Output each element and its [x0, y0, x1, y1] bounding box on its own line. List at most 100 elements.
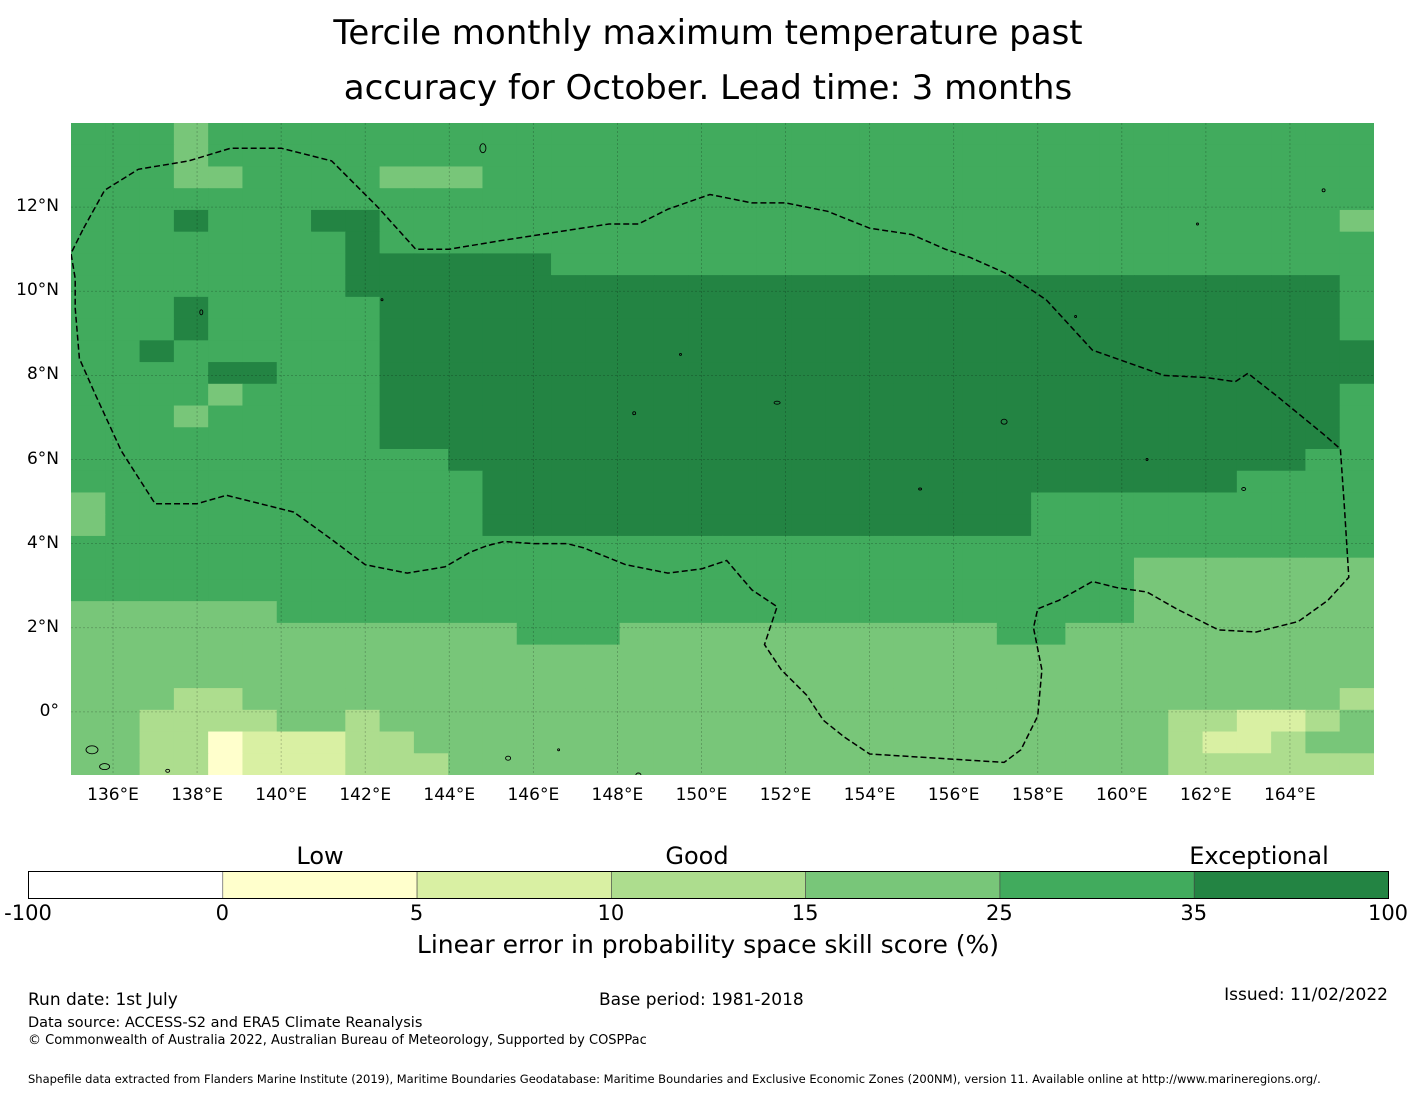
heatmap-cell [928, 144, 964, 168]
heatmap-cell [1133, 123, 1169, 146]
heatmap-cell [208, 514, 244, 537]
colorbar-swatch [222, 871, 418, 899]
heatmap-cell [688, 622, 724, 646]
heatmap-cell [893, 622, 929, 646]
heatmap-cell [208, 535, 244, 559]
longitude-label: 140°E [255, 785, 308, 805]
heatmap-cell [1168, 753, 1204, 775]
heatmap-cell [448, 709, 484, 733]
heatmap-cell [551, 405, 586, 428]
heatmap-cell [722, 427, 758, 450]
heatmap-cell [139, 601, 175, 624]
heatmap-cell [825, 144, 861, 168]
heatmap-cell [1339, 383, 1374, 407]
heatmap-cell [413, 318, 449, 341]
heatmap-cell [173, 405, 209, 428]
heatmap-cell [345, 383, 381, 407]
heatmap-cell [516, 405, 552, 428]
heatmap-cell [1271, 688, 1307, 711]
island-outline [99, 763, 111, 771]
heatmap-cell [345, 514, 381, 537]
heatmap-cell [928, 318, 964, 341]
heatmap-cell [859, 275, 895, 298]
heatmap-cell [1305, 318, 1341, 341]
heatmap-cell [1099, 405, 1135, 428]
map-panel[interactable] [71, 123, 1374, 775]
heatmap-cell [516, 144, 552, 168]
heatmap-cell [791, 166, 826, 189]
heatmap-cell [1236, 362, 1272, 385]
heatmap-cell [1168, 514, 1204, 537]
heatmap-cell [1099, 275, 1135, 298]
heatmap-cell [825, 514, 861, 537]
island-outline [632, 411, 637, 416]
heatmap-cell [722, 601, 758, 624]
heatmap-cell [619, 557, 655, 580]
heatmap-cell [619, 731, 655, 754]
heatmap-cell [1339, 209, 1374, 233]
heatmap-cell [653, 601, 689, 624]
heatmap-cell [619, 622, 655, 646]
heatmap-cell [1236, 753, 1272, 775]
heatmap-cell [1202, 709, 1238, 733]
heatmap-cell [619, 340, 655, 363]
heatmap-cell [653, 383, 689, 407]
heatmap-cell [551, 340, 586, 363]
heatmap-cell [208, 492, 244, 515]
heatmap-cell [208, 709, 244, 733]
heatmap-cell [173, 318, 209, 341]
heatmap-cell [1133, 535, 1169, 559]
heatmap-cell [71, 449, 106, 472]
heatmap-cell [345, 666, 381, 689]
heatmap-cell [585, 188, 621, 211]
heatmap-cell [996, 166, 1032, 189]
heatmap-cell [962, 601, 998, 624]
heatmap-cell [448, 362, 484, 385]
heatmap-cell [208, 296, 244, 320]
heatmap-cell [311, 492, 346, 515]
heatmap-cell [619, 427, 655, 450]
heatmap-cell [756, 492, 792, 515]
heatmap-cell [242, 644, 278, 667]
heatmap-cell [653, 253, 689, 276]
heatmap-cell [1031, 253, 1066, 276]
heatmap-cell [448, 535, 484, 559]
colorbar-tick-label: -100 [4, 901, 52, 925]
heatmap-cell [311, 253, 346, 276]
island-outline [918, 487, 923, 491]
heatmap-cell [1339, 188, 1374, 211]
heatmap-cell [311, 144, 346, 168]
heatmap-cell [482, 535, 518, 559]
heatmap-cell [1305, 362, 1341, 385]
heatmap-cell [413, 644, 449, 667]
island-outline [1241, 487, 1247, 491]
heatmap-cell [1339, 166, 1374, 189]
heatmap-cell [482, 166, 518, 189]
heatmap-cell [345, 231, 381, 254]
heatmap-cell [242, 427, 278, 450]
heatmap-cell [551, 231, 586, 254]
heatmap-cell [859, 166, 895, 189]
heatmap-cell [276, 514, 312, 537]
heatmap-cell [1133, 166, 1169, 189]
skill-score-map[interactable] [71, 123, 1374, 775]
heatmap-cell [1065, 492, 1101, 515]
heatmap-cell [551, 557, 586, 580]
heatmap-cell [791, 514, 826, 537]
heatmap-cell [619, 449, 655, 472]
title-line-2: accuracy for October. Lead time: 3 month… [343, 68, 1073, 108]
heatmap-cell [1133, 601, 1169, 624]
heatmap-cell [1099, 470, 1135, 494]
heatmap-cell [242, 557, 278, 580]
heatmap-cell [516, 427, 552, 450]
heatmap-cell [1031, 449, 1066, 472]
heatmap-cell [1271, 622, 1307, 646]
heatmap-cell [1271, 340, 1307, 363]
heatmap-cell [311, 318, 346, 341]
heatmap-cell [379, 535, 415, 559]
heatmap-cell [962, 753, 998, 775]
heatmap-cell [276, 253, 312, 276]
heatmap-cell [893, 383, 929, 407]
heatmap-cell [173, 209, 209, 233]
heatmap-cell [1133, 557, 1169, 580]
